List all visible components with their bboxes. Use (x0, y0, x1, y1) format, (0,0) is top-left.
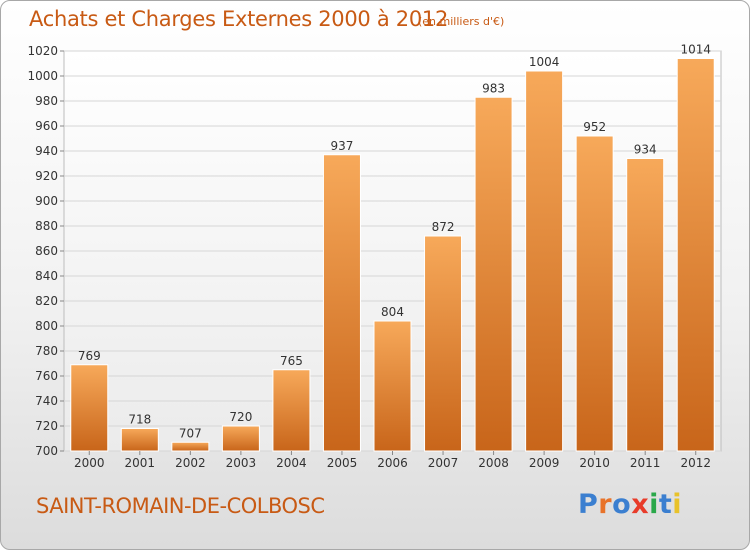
value-label: 707 (179, 426, 202, 440)
bar-2002 (171, 441, 210, 452)
x-tick-label: 2009 (529, 456, 560, 470)
bar-2000 (70, 364, 109, 452)
y-tick-label: 700 (35, 444, 58, 458)
value-label: 934 (634, 143, 657, 157)
value-label: 1004 (529, 55, 560, 69)
x-tick-label: 2005 (327, 456, 358, 470)
x-tick-label: 2007 (428, 456, 459, 470)
x-tick-label: 2008 (478, 456, 509, 470)
chart-unit: (en milliers d'€) (418, 15, 505, 28)
y-tick-label: 720 (35, 419, 58, 433)
value-label: 804 (381, 305, 404, 319)
value-label: 952 (583, 120, 606, 134)
proxiti-logo: Proxiti (578, 489, 682, 520)
y-tick-label: 960 (35, 119, 58, 133)
y-tick-label: 860 (35, 244, 58, 258)
y-tick-label: 780 (35, 344, 58, 358)
logo-letter: i (672, 489, 683, 520)
y-tick-label: 980 (35, 94, 58, 108)
commune-name: SAINT-ROMAIN-DE-COLBOSC (36, 494, 325, 518)
logo-letter: P (578, 489, 599, 520)
x-tick-label: 2003 (226, 456, 257, 470)
y-tick-label: 820 (35, 294, 58, 308)
x-tick-label: 2006 (377, 456, 408, 470)
chart-title: Achats et Charges Externes 2000 à 2012 (29, 7, 449, 31)
x-tick-label: 2002 (175, 456, 206, 470)
bar-2009 (525, 70, 564, 452)
value-label: 765 (280, 354, 303, 368)
y-tick-label: 1020 (27, 44, 58, 58)
bars: 769 718 707 720 765 937 804 872 983 1004 952 934 101… (70, 43, 715, 452)
value-label: 720 (229, 410, 252, 424)
y-tick-label: 760 (35, 369, 58, 383)
y-tick-label: 900 (35, 194, 58, 208)
bar-2006 (373, 320, 412, 452)
x-axis: 2000 2001 2002 2003 2004 2005 2006 2007 2008 2009… (74, 451, 711, 470)
x-tick-label: 2001 (125, 456, 156, 470)
bar-2011 (626, 158, 665, 452)
x-tick-label: 2004 (276, 456, 307, 470)
y-tick-label: 740 (35, 394, 58, 408)
x-tick-label: 2000 (74, 456, 105, 470)
bar-2004 (272, 369, 311, 452)
logo-letter: i (649, 489, 659, 520)
bar-2007 (424, 235, 463, 452)
y-tick-label: 920 (35, 169, 58, 183)
y-tick-label: 880 (35, 219, 58, 233)
value-label: 983 (482, 81, 505, 95)
x-tick-label: 2011 (630, 456, 661, 470)
value-label: 872 (432, 220, 455, 234)
logo-letter: t (658, 489, 673, 520)
y-tick-label: 940 (35, 144, 58, 158)
y-tick-label: 1000 (27, 69, 58, 83)
bar-2012 (676, 58, 715, 452)
value-label: 937 (331, 139, 354, 153)
bar-2010 (575, 135, 614, 452)
x-tick-label: 2012 (680, 456, 711, 470)
y-axis: 700 720 740 760 780 800 820 840 860 880 900 920 940 9… (27, 44, 64, 458)
y-tick-label: 800 (35, 319, 58, 333)
bar-2005 (322, 154, 361, 452)
value-label: 718 (128, 413, 151, 427)
logo-letter: x (631, 489, 650, 520)
bar-2003 (221, 425, 260, 452)
bar-2001 (120, 428, 159, 452)
value-label: 1014 (680, 43, 711, 57)
value-label: 769 (78, 349, 101, 363)
y-tick-label: 840 (35, 269, 58, 283)
x-tick-label: 2010 (579, 456, 610, 470)
bar-2008 (474, 96, 513, 452)
logo-letter: o (612, 489, 632, 520)
logo-letter: r (598, 489, 613, 520)
